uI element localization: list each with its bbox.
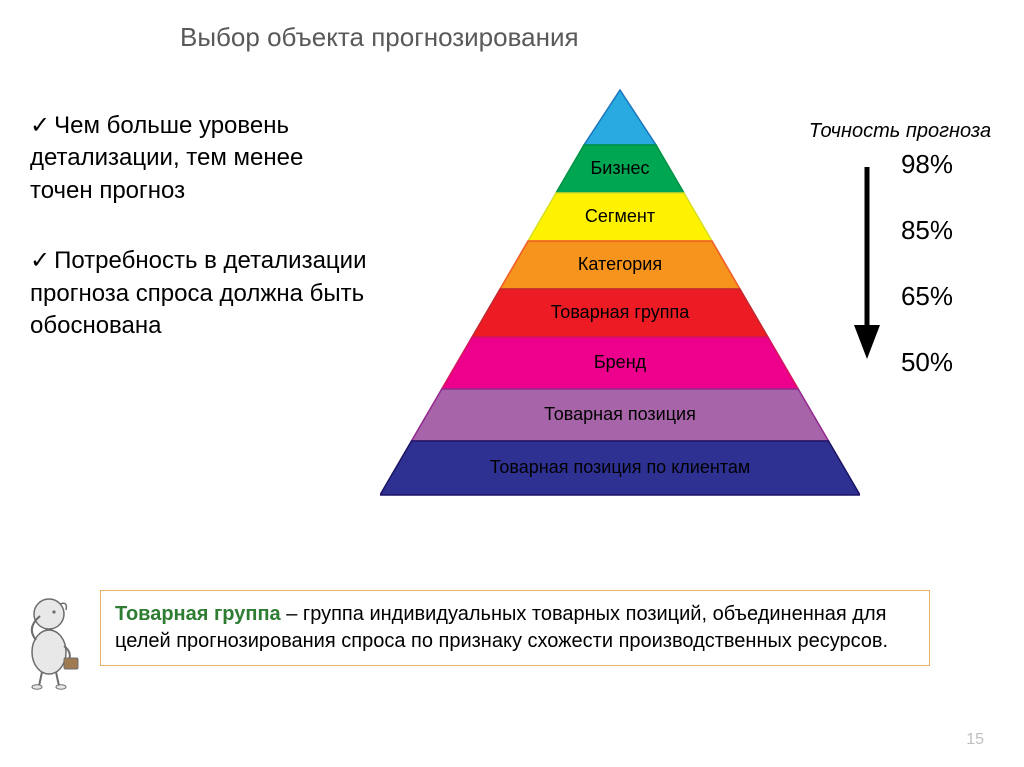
- bullet-item: ✓Чем больше уровень детализации, тем мен…: [30, 110, 370, 207]
- definition-term: Товарная группа: [115, 603, 281, 625]
- page-number: 15: [966, 731, 984, 749]
- accuracy-value: 98%: [901, 151, 953, 177]
- bullet-text: Чем больше уровень детализации, тем мене…: [30, 112, 303, 204]
- svg-text:Товарная группа: Товарная группа: [551, 302, 691, 322]
- accuracy-value: 85%: [901, 217, 953, 243]
- page-title: Выбор объекта прогнозирования: [180, 22, 579, 53]
- bullet-text: Потребность в детализации прогноза спрос…: [30, 247, 366, 339]
- svg-text:Категория: Категория: [578, 254, 662, 274]
- pyramid-chart: Бизнес Сегмент Категория Товарная группа Бре…: [380, 80, 860, 570]
- accuracy-values: 98% 85% 65% 50%: [901, 151, 953, 375]
- definition-box: Товарная группа – группа индивидуальных …: [100, 590, 930, 666]
- accuracy-panel: Точность прогноза 98% 85% 65% 50%: [795, 120, 1005, 375]
- svg-text:Сегмент: Сегмент: [585, 206, 655, 226]
- bullet-item: ✓Потребность в детализации прогноза спро…: [30, 245, 370, 342]
- svg-text:Товарная позиция: Товарная позиция: [544, 404, 696, 424]
- svg-text:Товарная позиция по клиентам: Товарная позиция по клиентам: [490, 457, 750, 477]
- check-icon: ✓: [30, 245, 50, 277]
- mascot-icon: [14, 590, 84, 690]
- down-arrow-icon: [847, 163, 887, 363]
- bullet-list: ✓Чем больше уровень детализации, тем мен…: [30, 110, 370, 380]
- svg-text:Бизнес: Бизнес: [590, 158, 649, 178]
- check-icon: ✓: [30, 110, 50, 142]
- accuracy-value: 50%: [901, 349, 953, 375]
- accuracy-header: Точность прогноза: [795, 120, 1005, 143]
- svg-text:Бренд: Бренд: [594, 352, 647, 372]
- accuracy-value: 65%: [901, 283, 953, 309]
